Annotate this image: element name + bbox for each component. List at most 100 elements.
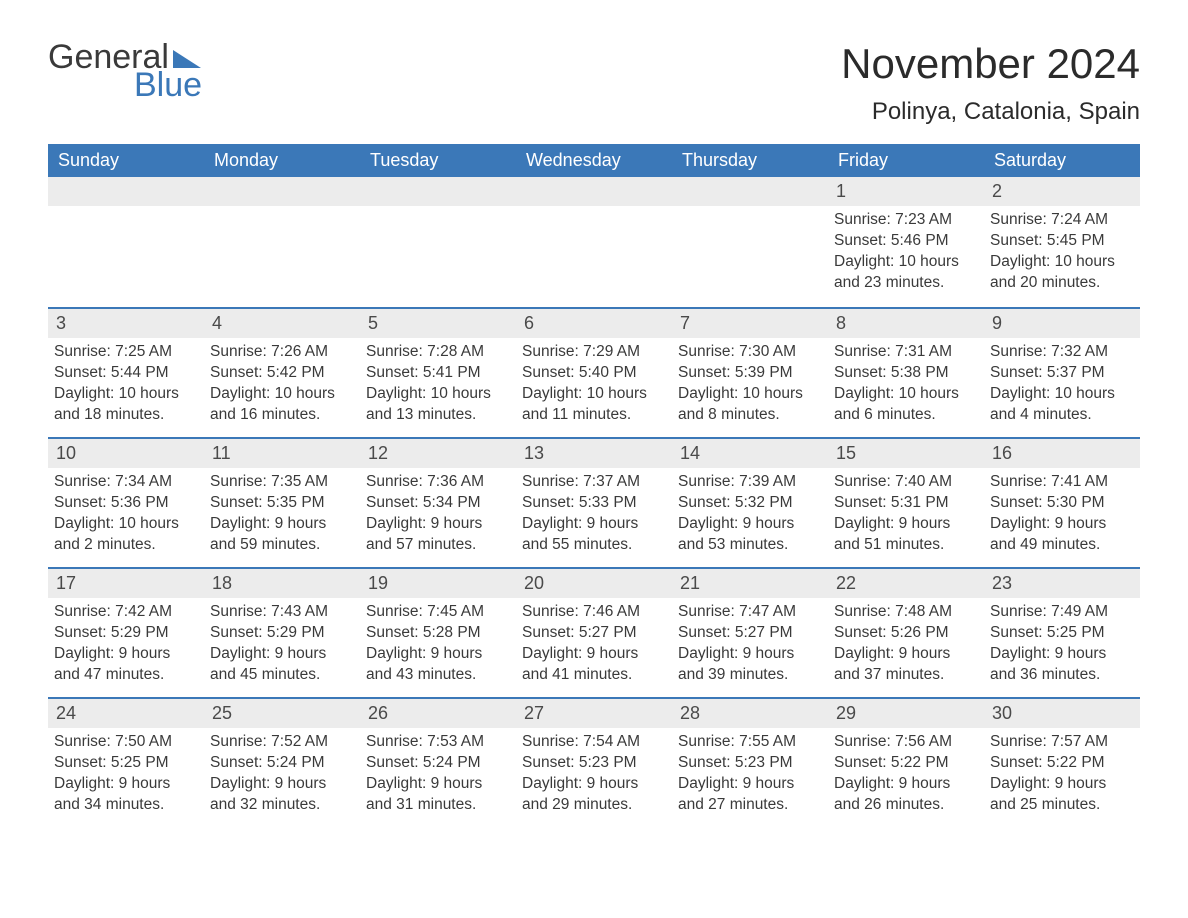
day-cell: 30 Sunrise: 7:57 AMSunset: 5:22 PMDayligh… (984, 697, 1140, 827)
day-cell: 16 Sunrise: 7:41 AMSunset: 5:30 PMDayligh… (984, 437, 1140, 567)
day-number: 24 (48, 699, 204, 728)
day-cell: 21Sunrise: 7:47 AMSunset: 5:27 PMDayligh… (672, 567, 828, 697)
day-number: 28 (672, 699, 828, 728)
day-number: 7 (672, 309, 828, 338)
day-cell: 2 Sunrise: 7:24 AMSunset: 5:45 PMDaylight… (984, 177, 1140, 307)
day-details: Sunrise: 7:54 AMSunset: 5:23 PMDaylight:… (522, 732, 666, 816)
day-details: Sunrise: 7:41 AMSunset: 5:30 PMDaylight:… (990, 472, 1134, 556)
day-details: Sunrise: 7:53 AMSunset: 5:24 PMDaylight:… (366, 732, 510, 816)
day-number (204, 177, 360, 206)
day-header: Sunday (48, 144, 204, 177)
day-cell: 10Sunrise: 7:34 AMSunset: 5:36 PMDayligh… (48, 437, 204, 567)
day-details: Sunrise: 7:32 AMSunset: 5:37 PMDaylight:… (990, 342, 1134, 426)
day-header: Wednesday (516, 144, 672, 177)
day-details: Sunrise: 7:57 AMSunset: 5:22 PMDaylight:… (990, 732, 1134, 816)
day-cell: 14 Sunrise: 7:39 AMSunset: 5:32 PMDayligh… (672, 437, 828, 567)
location: Polinya, Catalonia, Spain (841, 98, 1140, 126)
day-number: 30 (984, 699, 1140, 728)
day-cell: 9 Sunrise: 7:32 AMSunset: 5:37 PMDaylight… (984, 307, 1140, 437)
day-number: 26 (360, 699, 516, 728)
day-cell: 18 Sunrise: 7:43 AMSunset: 5:29 PMDayligh… (204, 567, 360, 697)
day-details: Sunrise: 7:52 AMSunset: 5:24 PMDaylight:… (210, 732, 354, 816)
day-details: Sunrise: 7:40 AMSunset: 5:31 PMDaylight:… (834, 472, 978, 556)
day-cell: 1 Sunrise: 7:23 AMSunset: 5:46 PMDaylight… (828, 177, 984, 307)
day-details: Sunrise: 7:37 AMSunset: 5:33 PMDaylight:… (522, 472, 666, 556)
day-cell: 22 Sunrise: 7:48 AMSunset: 5:26 PMDayligh… (828, 567, 984, 697)
day-number: 25 (204, 699, 360, 728)
day-details: Sunrise: 7:55 AMSunset: 5:23 PMDaylight:… (678, 732, 822, 816)
day-number (516, 177, 672, 206)
day-number: 27 (516, 699, 672, 728)
day-cell-blank (516, 177, 672, 307)
day-cell: 8 Sunrise: 7:31 AMSunset: 5:38 PMDaylight… (828, 307, 984, 437)
day-cell: 27 Sunrise: 7:54 AMSunset: 5:23 PMDayligh… (516, 697, 672, 827)
day-details: Sunrise: 7:28 AMSunset: 5:41 PMDaylight:… (366, 342, 510, 426)
day-cell: 11 Sunrise: 7:35 AMSunset: 5:35 PMDayligh… (204, 437, 360, 567)
day-details: Sunrise: 7:24 AMSunset: 5:45 PMDaylight:… (990, 210, 1134, 294)
day-header: Friday (828, 144, 984, 177)
day-cell: 5 Sunrise: 7:28 AMSunset: 5:41 PMDaylight… (360, 307, 516, 437)
day-details: Sunrise: 7:35 AMSunset: 5:35 PMDaylight:… (210, 472, 354, 556)
day-details: Sunrise: 7:23 AMSunset: 5:46 PMDaylight:… (834, 210, 978, 294)
day-header: Thursday (672, 144, 828, 177)
day-header: Tuesday (360, 144, 516, 177)
day-cell: 19Sunrise: 7:45 AMSunset: 5:28 PMDayligh… (360, 567, 516, 697)
day-cell: 20 Sunrise: 7:46 AMSunset: 5:27 PMDayligh… (516, 567, 672, 697)
day-details: Sunrise: 7:47 AMSunset: 5:27 PMDaylight:… (678, 602, 822, 686)
day-number: 3 (48, 309, 204, 338)
day-cell: 6 Sunrise: 7:29 AMSunset: 5:40 PMDaylight… (516, 307, 672, 437)
day-number: 23 (984, 569, 1140, 598)
header-row: General Blue November 2024 Polinya, Cata… (48, 40, 1140, 126)
day-details: Sunrise: 7:43 AMSunset: 5:29 PMDaylight:… (210, 602, 354, 686)
day-number: 18 (204, 569, 360, 598)
day-cell: 4Sunrise: 7:26 AMSunset: 5:42 PMDaylight… (204, 307, 360, 437)
day-number (672, 177, 828, 206)
day-cell: 25 Sunrise: 7:52 AMSunset: 5:24 PMDayligh… (204, 697, 360, 827)
day-cell: 29 Sunrise: 7:56 AMSunset: 5:22 PMDayligh… (828, 697, 984, 827)
day-number: 6 (516, 309, 672, 338)
day-cell: 3 Sunrise: 7:25 AMSunset: 5:44 PMDaylight… (48, 307, 204, 437)
day-cell: 12Sunrise: 7:36 AMSunset: 5:34 PMDayligh… (360, 437, 516, 567)
day-details: Sunrise: 7:29 AMSunset: 5:40 PMDaylight:… (522, 342, 666, 426)
day-number: 2 (984, 177, 1140, 206)
day-cell: 26 Sunrise: 7:53 AMSunset: 5:24 PMDayligh… (360, 697, 516, 827)
day-details: Sunrise: 7:42 AMSunset: 5:29 PMDaylight:… (54, 602, 198, 686)
title-block: November 2024 Polinya, Catalonia, Spain (841, 40, 1140, 126)
day-cell: 24 Sunrise: 7:50 AMSunset: 5:25 PMDayligh… (48, 697, 204, 827)
day-number: 16 (984, 439, 1140, 468)
day-details: Sunrise: 7:39 AMSunset: 5:32 PMDaylight:… (678, 472, 822, 556)
day-number: 22 (828, 569, 984, 598)
day-number: 13 (516, 439, 672, 468)
day-cell: 17 Sunrise: 7:42 AMSunset: 5:29 PMDayligh… (48, 567, 204, 697)
day-number: 9 (984, 309, 1140, 338)
day-number (48, 177, 204, 206)
day-cell-blank (48, 177, 204, 307)
day-number: 14 (672, 439, 828, 468)
day-cell-blank (360, 177, 516, 307)
day-details: Sunrise: 7:46 AMSunset: 5:27 PMDaylight:… (522, 602, 666, 686)
day-number: 29 (828, 699, 984, 728)
day-cell-blank (204, 177, 360, 307)
day-details: Sunrise: 7:48 AMSunset: 5:26 PMDaylight:… (834, 602, 978, 686)
day-number: 4 (204, 309, 360, 338)
day-details: Sunrise: 7:50 AMSunset: 5:25 PMDaylight:… (54, 732, 198, 816)
day-number: 17 (48, 569, 204, 598)
calendar-grid: SundayMondayTuesdayWednesdayThursdayFrid… (48, 144, 1140, 827)
day-details: Sunrise: 7:25 AMSunset: 5:44 PMDaylight:… (54, 342, 198, 426)
day-details: Sunrise: 7:30 AMSunset: 5:39 PMDaylight:… (678, 342, 822, 426)
day-header: Saturday (984, 144, 1140, 177)
day-cell: 28 Sunrise: 7:55 AMSunset: 5:23 PMDayligh… (672, 697, 828, 827)
day-number: 1 (828, 177, 984, 206)
day-cell: 13 Sunrise: 7:37 AMSunset: 5:33 PMDayligh… (516, 437, 672, 567)
day-details: Sunrise: 7:56 AMSunset: 5:22 PMDaylight:… (834, 732, 978, 816)
day-number: 5 (360, 309, 516, 338)
day-number: 15 (828, 439, 984, 468)
day-number: 11 (204, 439, 360, 468)
day-details: Sunrise: 7:31 AMSunset: 5:38 PMDaylight:… (834, 342, 978, 426)
logo-word2: Blue (134, 68, 202, 102)
day-number: 19 (360, 569, 516, 598)
day-details: Sunrise: 7:34 AMSunset: 5:36 PMDaylight:… (54, 472, 198, 556)
month-title: November 2024 (841, 40, 1140, 88)
day-number: 8 (828, 309, 984, 338)
day-number: 20 (516, 569, 672, 598)
